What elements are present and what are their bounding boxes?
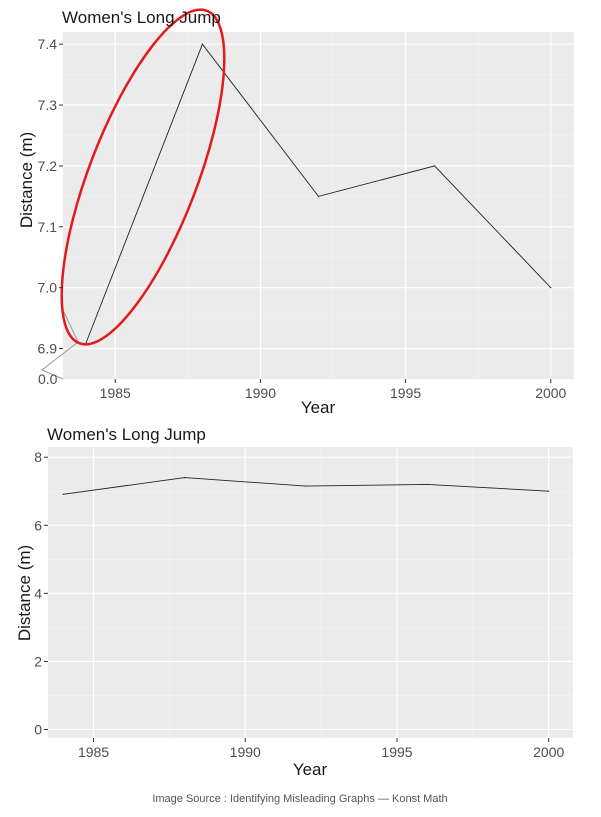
chart-1-y-axis-label: Distance (m) [17,132,36,228]
chart-1-data-point [550,287,552,289]
chart-1-data-point [434,165,436,167]
chart-2-x-tick-label: 1995 [381,744,412,760]
chart-1-series [85,43,552,344]
chart-2-title: Women's Long Jump [47,425,206,444]
chart-2-x-tick-label: 2000 [533,744,564,760]
chart-1-data-point [201,43,203,45]
chart-1-x-axis-label: Year [301,398,336,417]
chart-2-panel [48,447,573,738]
chart-1-panel [63,32,574,379]
chart-1-x-ticks: 1985 1990 1995 2000 [100,379,567,401]
chart-1-highlight-ellipse [60,8,226,346]
chart-1-y-zero-label: 0.0 [38,371,58,387]
chart-2-y-tick-label: 2 [34,653,42,669]
chart-1-data-point [317,195,320,197]
chart-2-gridlines [48,447,573,738]
chart-2-series [62,477,550,495]
chart-1-y-tick-label: 7.2 [38,158,58,174]
chart-2-y-tick-label: 0 [34,721,42,737]
chart-2-x-tick-label: 1990 [230,744,261,760]
image-caption: Image Source : Identifying Misleading Gr… [152,793,447,805]
chart-1-y-tick-label: 6.9 [38,341,58,357]
chart-2-data-point [62,493,64,495]
chart-1-data-point [85,341,87,344]
chart-1-x-tick-label: 2000 [535,385,566,401]
chart-1-y-tick-label: 7.1 [38,219,58,235]
chart-2: 0 2 4 6 8 1985 1990 1995 2000 Women's Long Jump… [15,425,573,779]
chart-1-gridlines [63,32,574,380]
chart-2-y-ticks: 0 2 4 6 8 [34,449,48,737]
chart-2-y-tick-label: 6 [34,517,42,533]
chart-2-x-tick-label: 1985 [78,744,109,760]
chart-1-x-tick-label: 1990 [245,385,276,401]
chart-1-x-tick-label: 1995 [390,385,421,401]
chart-2-data-point [548,490,550,492]
chart-1: 7.4 7.3 7.2 7.1 7.0 6.9 0.0 1985 1990 1995 2000 W… [17,8,574,417]
chart-2-x-ticks: 1985 1990 1995 2000 [78,738,565,760]
chart-1-y-tick-label: 7.3 [38,97,58,113]
chart-1-x-tick-label: 1985 [100,385,131,401]
chart-1-y-tick-label: 7.4 [38,36,58,52]
chart-2-x-axis-label: Year [293,760,328,779]
chart-2-y-tick-label: 8 [34,449,42,465]
chart-2-data-point [183,477,186,479]
chart-1-y-ticks: 7.4 7.3 7.2 7.1 7.0 6.9 0.0 [38,36,63,387]
chart-2-data-point [426,483,428,486]
chart-1-axis-break [41,309,79,380]
chart-1-title: Women's Long Jump [62,8,221,27]
chart-2-y-axis-label: Distance (m) [15,545,34,641]
chart-1-y-tick-label: 7.0 [38,280,58,296]
chart-2-y-tick-label: 4 [34,585,42,601]
chart-2-data-point [305,485,307,487]
